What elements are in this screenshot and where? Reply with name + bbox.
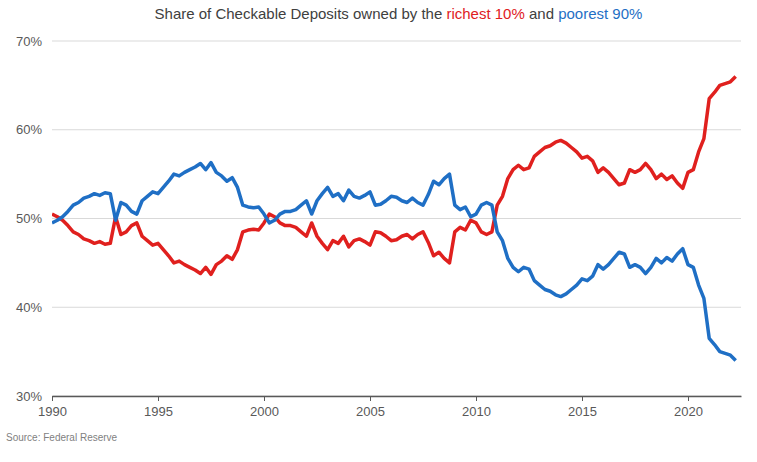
source: Source: Federal Reserve [6,432,118,443]
grid-line [52,129,741,130]
y-tick: 70% [16,34,52,49]
y-tick: 30% [16,389,52,404]
grid-line [52,218,741,219]
x-tick-label: 1990 [38,404,67,419]
y-axis: 30% 40% 50% 60% 70% [16,34,53,404]
y-tick-label: 60% [16,122,42,137]
x-tick-mark [52,396,53,401]
title-series-name: poorest 90% [558,5,642,22]
grid-line [52,41,741,42]
x-tick: 1990 [38,396,67,419]
x-tick-label: 1995 [144,404,173,419]
x-tick: 2005 [356,396,385,419]
y-tick: 50% [16,211,52,226]
title: Share of Checkable Deposits owned by the… [155,5,643,22]
x-tick-mark [158,396,159,401]
y-tick: 60% [16,122,52,137]
x-tick-mark [370,396,371,401]
x-tick-mark [264,396,265,401]
y-tick-label: 50% [16,211,42,226]
x-tick: 2000 [250,396,279,419]
grid-line [52,307,741,308]
chart-svg: Share of Checkable Deposits owned by the… [0,0,757,462]
y-tick: 40% [16,300,52,315]
grid-line [52,396,741,397]
x-tick: 2010 [462,396,491,419]
plot-area [52,77,736,361]
y-tick-label: 30% [16,389,42,404]
y-tick-label: 40% [16,300,42,315]
x-tick-label: 2020 [674,404,703,419]
x-tick-label: 2015 [568,404,597,419]
x-axis-line [53,396,742,398]
grid [52,41,741,396]
x-tick-label: 2005 [356,404,385,419]
title-text: Share of Checkable Deposits owned by the [155,5,447,22]
x-tick-label: 2010 [462,404,491,419]
x-tick-mark [582,396,583,401]
title-series-name: richest 10% [446,5,524,22]
x-tick-mark [688,396,689,401]
y-tick-label: 70% [16,34,42,49]
x-axis: 1990 1995 2000 2005 2010 2015 2020 [38,396,741,419]
series-line [52,77,736,275]
x-tick: 1995 [144,396,173,419]
y-axis-line [52,42,53,397]
x-tick-mark [476,396,477,401]
title-text: and [525,5,558,22]
chart-container: Share of Checkable Deposits owned by the… [0,0,757,462]
x-tick: 2020 [674,396,703,419]
x-tick-label: 2000 [250,404,279,419]
x-tick: 2015 [568,396,597,419]
series-line [52,163,736,361]
